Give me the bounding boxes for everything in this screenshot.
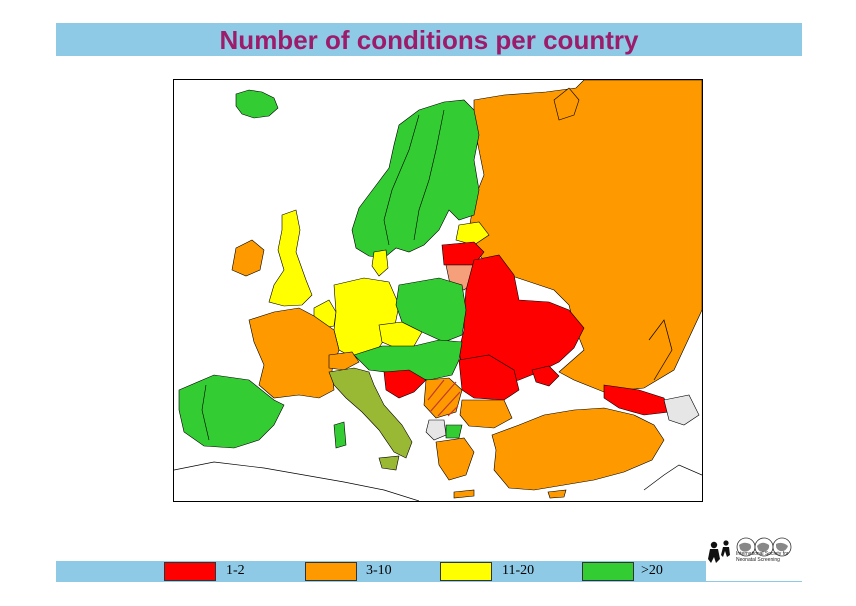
region-poland bbox=[395, 277, 467, 343]
border-se-fi bbox=[413, 109, 445, 241]
region-balkans-grey bbox=[425, 419, 447, 441]
region-baltic-north bbox=[455, 221, 490, 246]
legend-label-1-2: 1-2 bbox=[226, 563, 245, 578]
title-band: Number of conditions per country bbox=[56, 23, 802, 56]
region-turkey bbox=[491, 407, 665, 491]
region-russia-north bbox=[553, 87, 580, 121]
region-greece bbox=[435, 437, 475, 481]
region-iceland bbox=[235, 89, 279, 119]
legend-swatch-3-10 bbox=[305, 562, 357, 581]
border-no-se bbox=[383, 114, 420, 246]
region-caucasus-grey bbox=[663, 394, 700, 426]
map-svg bbox=[174, 80, 702, 501]
border-es-pt bbox=[201, 384, 210, 441]
region-ireland bbox=[231, 239, 265, 277]
region-central-green bbox=[353, 339, 463, 381]
region-croatia bbox=[383, 369, 427, 399]
region-sardinia bbox=[333, 421, 347, 449]
isns-logo: International Society for Neonatal Scree… bbox=[706, 533, 802, 581]
region-denmark bbox=[371, 249, 389, 277]
serbia-hatch bbox=[427, 379, 461, 417]
region-iberia bbox=[178, 374, 285, 449]
region-latvia bbox=[441, 241, 485, 266]
europe-map bbox=[173, 79, 703, 502]
region-caucasus-red bbox=[603, 384, 670, 416]
region-bulgaria bbox=[459, 399, 513, 429]
region-balkans-green bbox=[445, 424, 463, 439]
legend-label-gt20: >20 bbox=[641, 563, 663, 578]
region-uk bbox=[268, 209, 313, 307]
logo-org-name: International Society for Neonatal Scree… bbox=[736, 551, 789, 563]
caspian-coast bbox=[648, 319, 673, 381]
legend-label-3-10: 3-10 bbox=[366, 563, 392, 578]
region-crimea bbox=[531, 365, 560, 387]
region-crete bbox=[453, 489, 475, 499]
legend-label-11-20: 11-20 bbox=[502, 563, 535, 578]
region-italy bbox=[328, 367, 413, 459]
region-scandinavia bbox=[351, 99, 480, 259]
africa-coast bbox=[174, 461, 420, 501]
legend-swatch-gt20 bbox=[582, 562, 634, 581]
page-title: Number of conditions per country bbox=[219, 25, 639, 55]
region-switzerland bbox=[328, 351, 360, 371]
region-sicily bbox=[378, 455, 400, 471]
middle-east-coast bbox=[643, 464, 702, 491]
region-france bbox=[248, 307, 340, 399]
legend-swatch-1-2 bbox=[164, 562, 216, 581]
logo-graphic-icon bbox=[708, 537, 792, 563]
region-romania bbox=[458, 354, 520, 401]
legend-swatch-11-20 bbox=[440, 562, 492, 581]
region-cyprus bbox=[547, 489, 567, 499]
